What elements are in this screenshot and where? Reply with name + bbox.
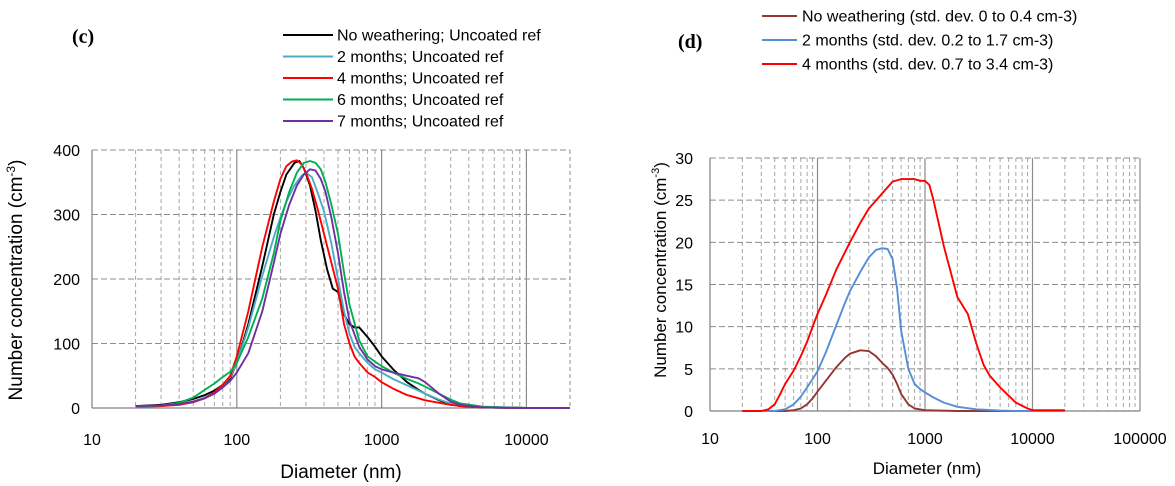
legend-label: 7 months; Uncoated ref: [337, 114, 504, 131]
series-line-1: [135, 160, 570, 409]
y-tick-label: 20: [675, 235, 693, 252]
panel-d-label: (d): [678, 31, 702, 53]
panel-d: (d) 10 100 1000 10000 100000 0 5 10 15 20 25 30 Di…: [650, 9, 1167, 479]
series-line-2: [135, 171, 570, 409]
legend-label: 4 months (std. dev. 0.7 to 3.4 cm-3): [802, 57, 1053, 74]
panel-c-y-ticks: 0 100 200 300 400: [53, 143, 80, 418]
x-tick-label: 10000: [504, 432, 549, 449]
x-tick-label: 1000: [907, 431, 943, 448]
panel-d-y-ticks: 0 5 10 15 20 25 30: [675, 151, 693, 421]
panel-d-grid: [710, 157, 1141, 411]
panel-d-y-axis-title-tail: ): [651, 162, 670, 168]
series-line-5: [135, 168, 570, 409]
y-tick-label: 0: [71, 401, 80, 418]
x-tick-label: 10000: [1010, 431, 1055, 448]
series-line-4: [135, 160, 570, 409]
y-tick-label: 0: [684, 404, 693, 421]
legend-label: 2 months (std. dev. 0.2 to 1.7 cm-3): [802, 33, 1053, 50]
panel-c-y-axis-title-sup: -3: [4, 166, 18, 177]
panel-d-y-axis-title: Number concentration (cm-3): [650, 162, 670, 378]
panel-c-legend: No weathering; Uncoated ref 2 months; Unc…: [283, 28, 541, 131]
panel-c-x-axis-title: Diameter (nm): [280, 462, 401, 483]
panel-c-x-ticks: 10 100 1000 10000: [83, 432, 549, 449]
y-tick-label: 30: [675, 151, 693, 168]
y-tick-label: 5: [684, 362, 693, 379]
panel-d-series: [742, 178, 1065, 412]
x-tick-label: 100: [223, 432, 250, 449]
y-tick-label: 10: [675, 320, 693, 337]
panel-c-y-axis-title: Number concentration (cm-3): [4, 160, 27, 401]
panel-c: (c) 10 100 1000 10000 0 100 200 300 400 Diamete…: [4, 26, 571, 483]
panel-d-x-axis-title: Diameter (nm): [873, 459, 982, 478]
x-tick-label: 100: [804, 431, 831, 448]
panel-d-legend: No weathering (std. dev. 0 to 0.4 cm-3) 2…: [762, 9, 1077, 74]
panel-d-x-ticks: 10 100 1000 10000 100000: [701, 431, 1167, 448]
x-tick-label: 10: [701, 431, 719, 448]
y-tick-label: 200: [53, 272, 80, 289]
legend-label: 2 months; Uncoated ref: [337, 49, 504, 66]
series-line-1: [742, 349, 1065, 412]
series-line-2: [742, 247, 1065, 412]
legend-label: No weathering; Uncoated ref: [337, 28, 541, 45]
panel-c-grid: [92, 149, 571, 408]
y-tick-label: 300: [53, 208, 80, 225]
y-tick-label: 400: [53, 143, 80, 160]
y-tick-label: 25: [675, 193, 693, 210]
panel-c-series: [135, 159, 570, 409]
series-line-3: [135, 159, 570, 409]
legend-label: 4 months; Uncoated ref: [337, 71, 504, 88]
x-tick-label: 10: [83, 432, 101, 449]
y-tick-label: 15: [675, 278, 693, 295]
x-tick-label: 100000: [1113, 431, 1166, 448]
panel-d-y-axis-title-main: Number concentration (cm: [651, 178, 670, 378]
legend-label: No weathering (std. dev. 0 to 0.4 cm-3): [802, 9, 1077, 26]
y-tick-label: 100: [53, 337, 80, 354]
panel-c-y-axis-title-main: Number concentration (cm: [6, 177, 27, 401]
series-line-3: [742, 178, 1065, 412]
x-tick-label: 1000: [364, 432, 400, 449]
panel-c-label: (c): [72, 26, 94, 48]
panel-c-y-axis-title-tail: ): [6, 160, 27, 166]
panel-d-y-axis-title-sup: -3: [650, 168, 662, 178]
legend-label: 6 months; Uncoated ref: [337, 92, 504, 109]
